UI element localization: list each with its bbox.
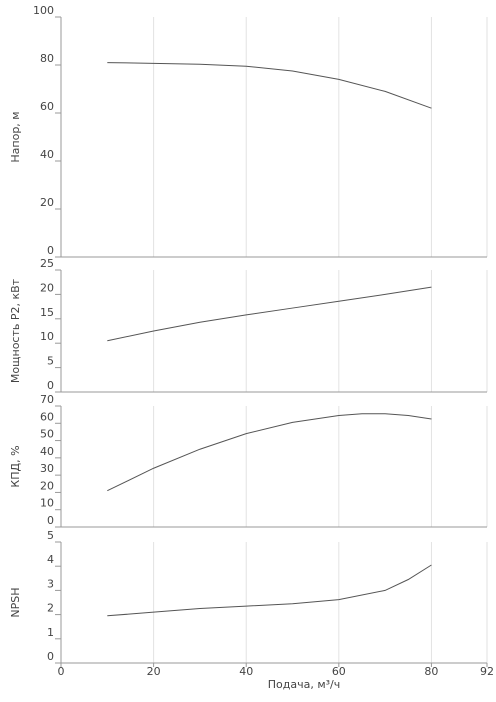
y-tick-label: 60 (40, 410, 54, 423)
y-tick-label: 5 (47, 529, 54, 542)
y-tick-label: 100 (33, 4, 54, 17)
x-tick-label: 0 (58, 665, 65, 678)
x-tick-label: 40 (239, 665, 253, 678)
y-tick-label: 15 (40, 306, 54, 319)
y-tick-label: 10 (40, 497, 54, 510)
y-axis-label: Напор, м (9, 111, 22, 162)
x-tick-label: 92 (480, 665, 494, 678)
data-line (107, 413, 432, 492)
y-tick-label: 30 (40, 462, 54, 475)
y-tick-label: 4 (47, 553, 54, 566)
y-tick-label: 0 (47, 650, 54, 663)
y-tick-label: 0 (47, 379, 54, 392)
y-tick-label: 10 (40, 330, 54, 343)
x-tick-label: 80 (424, 665, 438, 678)
y-tick-label: 40 (40, 148, 54, 161)
data-line (107, 564, 432, 617)
y-tick-label: 1 (47, 626, 54, 639)
data-line (107, 286, 432, 342)
y-axis-label: КПД, % (9, 445, 22, 487)
y-tick-label: 20 (40, 196, 54, 209)
y-tick-label: 0 (47, 244, 54, 257)
y-tick-label: 5 (47, 355, 54, 368)
y-tick-label: 20 (40, 281, 54, 294)
y-tick-label: 0 (47, 514, 54, 527)
y-tick-label: 20 (40, 479, 54, 492)
x-tick-label: 60 (332, 665, 346, 678)
y-tick-label: 50 (40, 428, 54, 441)
y-axis-label: NPSH (9, 587, 22, 617)
y-tick-label: 60 (40, 100, 54, 113)
y-tick-label: 25 (40, 257, 54, 270)
y-tick-label: 70 (40, 393, 54, 406)
y-tick-label: 3 (47, 577, 54, 590)
y-tick-label: 40 (40, 445, 54, 458)
y-tick-label: 80 (40, 52, 54, 65)
data-line (107, 62, 432, 109)
y-axis-label: Мощность P2, кВт (9, 278, 22, 383)
x-axis-label: Подача, м³/ч (268, 678, 341, 691)
y-tick-label: 2 (47, 602, 54, 615)
x-tick-label: 20 (147, 665, 161, 678)
